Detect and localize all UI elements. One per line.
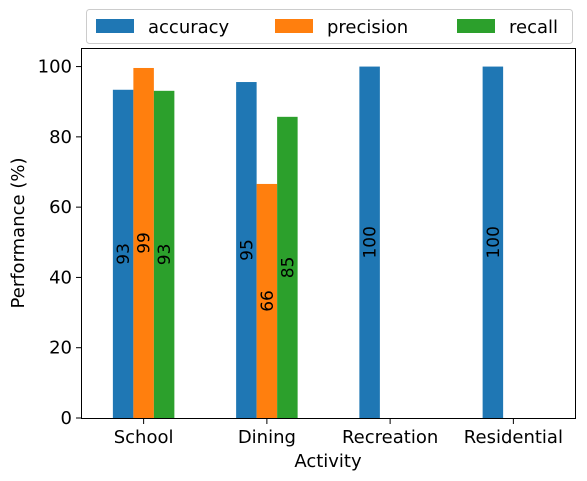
- y-axis-label: Performance (%): [8, 158, 29, 309]
- y-tick-label: 40: [49, 267, 72, 288]
- bar-accuracy-dining: [236, 82, 257, 418]
- bar-precision-school: [133, 67, 154, 418]
- legend-label-recall: recall: [509, 17, 558, 38]
- data-label-accuracy-residential: 100: [484, 226, 504, 258]
- data-labels: 93 95 100 100 99 66 93 85: [114, 226, 504, 312]
- legend-label-precision: precision: [327, 17, 408, 38]
- y-tick-label: 0: [61, 408, 72, 429]
- x-tick-label: Recreation: [342, 427, 438, 448]
- bar-accuracy-recreation: [359, 66, 380, 419]
- bar-recall-school: [153, 90, 175, 418]
- x-ticks: School Dining Recreation Residential: [114, 418, 563, 448]
- y-tick-label: 60: [49, 197, 72, 218]
- legend-swatch-recall: [457, 19, 495, 33]
- x-tick-label: Dining: [238, 427, 296, 448]
- data-label-accuracy-school: 93: [114, 243, 134, 265]
- bar-accuracy-residential: [482, 66, 504, 419]
- axes: [81, 48, 576, 419]
- legend-frame: [86, 9, 573, 44]
- y-ticks: 0 20 40 60 80 100: [38, 57, 82, 429]
- legend: accuracy precision recall: [86, 9, 573, 44]
- data-label-recall-dining: 85: [278, 257, 298, 279]
- bar-recall-dining: [277, 116, 298, 418]
- x-tick-label: Residential: [464, 427, 563, 448]
- data-label-precision-dining: 66: [258, 290, 278, 312]
- bars: [112, 66, 504, 419]
- legend-swatch-precision: [275, 19, 313, 33]
- data-label-precision-school: 99: [135, 232, 155, 254]
- data-label-accuracy-dining: 95: [237, 239, 257, 261]
- bar-accuracy-school: [112, 89, 134, 418]
- x-axis-label: Activity: [294, 451, 362, 472]
- y-tick-label: 100: [38, 57, 72, 78]
- y-tick-label: 20: [49, 338, 72, 359]
- plot-frame: [81, 48, 576, 419]
- legend-swatch-accuracy: [96, 19, 134, 33]
- y-tick-label: 80: [49, 127, 72, 148]
- data-label-recall-school: 93: [155, 244, 175, 266]
- x-tick-label: School: [114, 427, 174, 448]
- bar-precision-dining: [256, 183, 278, 418]
- data-label-accuracy-recreation: 100: [361, 226, 381, 258]
- legend-label-accuracy: accuracy: [148, 17, 230, 38]
